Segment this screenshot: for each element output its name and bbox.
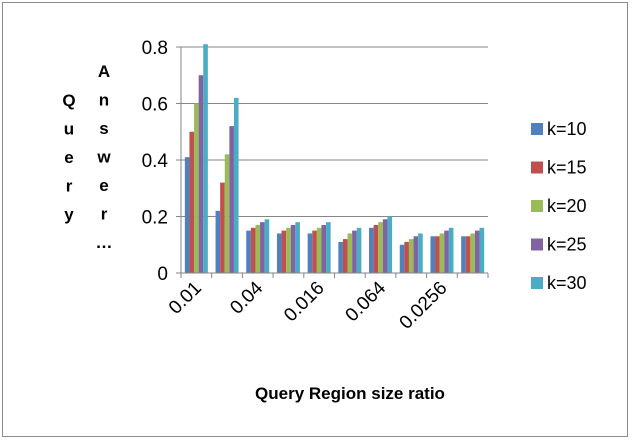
bar: [378, 222, 383, 273]
bar: [342, 239, 348, 273]
bar: [286, 227, 291, 273]
y-axis-title-char: A: [98, 62, 110, 81]
y-axis-title-char: …: [96, 233, 113, 252]
bar: [435, 236, 440, 273]
y-axis-title-char: s: [99, 119, 108, 138]
bar: [307, 233, 313, 273]
y-axis-title-char: r: [101, 205, 108, 224]
bar: [413, 236, 419, 273]
y-tick-label: 0: [157, 264, 168, 285]
bar: [276, 233, 282, 273]
legend-swatch: [531, 238, 543, 251]
bar: [290, 224, 296, 273]
x-tick-label: 0.064: [342, 277, 391, 326]
bar: [387, 216, 393, 273]
y-tick-label: 0.8: [142, 38, 168, 59]
legend-swatch: [531, 161, 543, 174]
bar: [220, 182, 225, 273]
bar: [255, 224, 261, 273]
bar: [326, 222, 331, 273]
y-tick-label: 0.6: [142, 95, 168, 116]
legend-swatch: [531, 277, 543, 289]
y-axis-title-char: e: [99, 176, 108, 195]
y-axis-title-char: r: [66, 177, 73, 196]
bar: [246, 230, 251, 273]
x-tick-label: 0.016: [280, 278, 328, 326]
bar: [479, 227, 485, 273]
bar: [312, 230, 317, 273]
bar: [260, 222, 265, 273]
bar: [338, 241, 343, 273]
bar: [461, 236, 466, 273]
y-tick-labels: 0 0.2 0.4 0.6 0.8: [142, 38, 169, 285]
bar: [316, 227, 322, 273]
bar: [233, 97, 239, 273]
y-axis-title: QueryAnswer…: [62, 62, 112, 252]
bar: [264, 219, 270, 273]
x-tick-label: 0.01: [165, 278, 206, 319]
bar: [439, 233, 445, 273]
bar: [347, 233, 353, 273]
bar: [356, 227, 362, 273]
bar: [198, 75, 204, 273]
legend-swatch: [531, 123, 543, 135]
bar: [373, 224, 379, 273]
bar: [215, 210, 221, 273]
legend: k=10 k=15 k=20 k=25 k=30: [531, 119, 587, 293]
y-axis-title-char: w: [96, 148, 111, 167]
bar: [399, 244, 405, 273]
x-tick-labels: 0.01 0.04 0.016 0.064 0.0256: [165, 277, 452, 333]
bar: [189, 131, 195, 273]
y-axis-title-char: u: [64, 120, 74, 139]
bar: [184, 157, 190, 273]
bar: [448, 227, 454, 273]
bar: [408, 239, 414, 273]
bar: [281, 230, 287, 273]
y-tick-label: 0.2: [142, 208, 168, 229]
legend-label: k=15: [547, 158, 587, 178]
axes: [176, 46, 489, 278]
bar: [295, 222, 300, 273]
y-axis-title-char: y: [64, 205, 74, 224]
x-tick-label: 0.0256: [396, 278, 452, 334]
legend-label: k=30: [547, 273, 587, 293]
y-tick-label: 0.4: [142, 151, 169, 172]
bar: [203, 44, 208, 273]
bar: [430, 236, 436, 273]
bar: [404, 241, 409, 273]
bar: [474, 230, 480, 273]
bar: [229, 126, 234, 273]
bar: [194, 103, 199, 273]
bar: [444, 230, 449, 273]
bar: [321, 224, 327, 273]
x-tick-label: 0.04: [226, 277, 267, 318]
bar: [224, 154, 230, 273]
y-axis-title-char: n: [99, 91, 109, 110]
bar: [382, 219, 388, 273]
bar: [470, 233, 475, 273]
y-axis-title-char: e: [64, 148, 73, 167]
bar: [465, 236, 471, 273]
legend-label: k=10: [547, 119, 587, 139]
bar: [352, 230, 357, 273]
x-axis-title: Query Region size ratio: [255, 384, 445, 403]
legend-label: k=20: [547, 196, 587, 216]
bars: [184, 44, 485, 273]
bar: [250, 227, 256, 273]
y-axis-title-char: Q: [62, 91, 75, 110]
legend-label: k=25: [547, 235, 587, 255]
legend-swatch: [531, 200, 543, 212]
bar: [418, 233, 423, 273]
bar: [369, 227, 374, 273]
